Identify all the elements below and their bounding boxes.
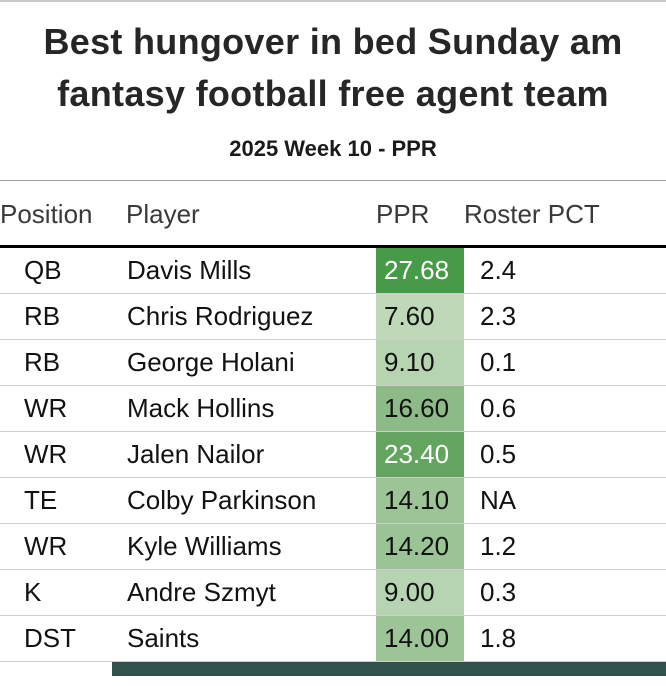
ppr-cell: 9.10 [376, 339, 464, 387]
player-cell: Colby Parkinson [126, 477, 376, 525]
position-cell: TE [0, 477, 126, 525]
header-position: Position [0, 180, 126, 249]
header-row: Position Player PPR Roster PCT [0, 180, 666, 249]
position-cell: WR [0, 431, 126, 479]
table-row: TE Colby Parkinson 14.10 NA [0, 477, 666, 525]
roster-cell: 0.1 [464, 339, 666, 387]
position-cell: WR [0, 385, 126, 433]
roster-cell: 0.6 [464, 385, 666, 433]
position-cell: QB [0, 246, 126, 295]
player-cell: Davis Mills [126, 246, 376, 295]
table-row: WR Mack Hollins 16.60 0.6 [0, 385, 666, 433]
ppr-cell: 27.68 [376, 246, 464, 295]
table-row: RB George Holani 9.10 0.1 [0, 339, 666, 387]
player-cell: Saints [126, 615, 376, 663]
ppr-cell: 23.40 [376, 431, 464, 479]
footer-bar [112, 662, 666, 677]
header-roster: Roster PCT [464, 180, 666, 249]
table-row: QB Davis Mills 27.68 2.4 [0, 246, 666, 295]
player-cell: Andre Szmyt [126, 569, 376, 617]
position-cell: RB [0, 293, 126, 341]
position-cell: RB [0, 339, 126, 387]
ppr-cell: 7.60 [376, 293, 464, 341]
ppr-cell: 16.60 [376, 385, 464, 433]
player-cell: Chris Rodriguez [126, 293, 376, 341]
table-row: K Andre Szmyt 9.00 0.3 [0, 569, 666, 617]
ppr-cell: 14.00 [376, 615, 464, 663]
page-title: Best hungover in bed Sunday am fantasy f… [43, 21, 623, 115]
player-cell: Kyle Williams [126, 523, 376, 571]
position-cell: K [0, 569, 126, 617]
header-ppr: PPR [376, 180, 464, 249]
ppr-cell: 9.00 [376, 569, 464, 617]
header-player: Player [126, 180, 376, 249]
roster-cell: 1.2 [464, 523, 666, 571]
roster-cell: 1.8 [464, 615, 666, 663]
roster-cell: 0.5 [464, 431, 666, 479]
roster-cell: 2.4 [464, 246, 666, 295]
roster-cell: 2.3 [464, 293, 666, 341]
table-row: RB Chris Rodriguez 7.60 2.3 [0, 293, 666, 341]
table-row: DST Saints 14.00 1.8 [0, 615, 666, 663]
position-cell: WR [0, 523, 126, 571]
player-cell: George Holani [126, 339, 376, 387]
position-cell: DST [0, 615, 126, 663]
player-cell: Mack Hollins [126, 385, 376, 433]
roster-cell: NA [464, 477, 666, 525]
table-body: QB Davis Mills 27.68 2.4 RB Chris Rodrig… [0, 246, 666, 663]
ppr-cell: 14.20 [376, 523, 464, 571]
player-cell: Jalen Nailor [126, 431, 376, 479]
ppr-cell: 14.10 [376, 477, 464, 525]
table-row: WR Jalen Nailor 23.40 0.5 [0, 431, 666, 479]
roster-cell: 0.3 [464, 569, 666, 617]
table-row: WR Kyle Williams 14.20 1.2 [0, 523, 666, 571]
page-subtitle: 2025 Week 10 - PPR [229, 136, 437, 162]
players-table: Position Player PPR Roster PCT QB Davis … [0, 180, 666, 663]
